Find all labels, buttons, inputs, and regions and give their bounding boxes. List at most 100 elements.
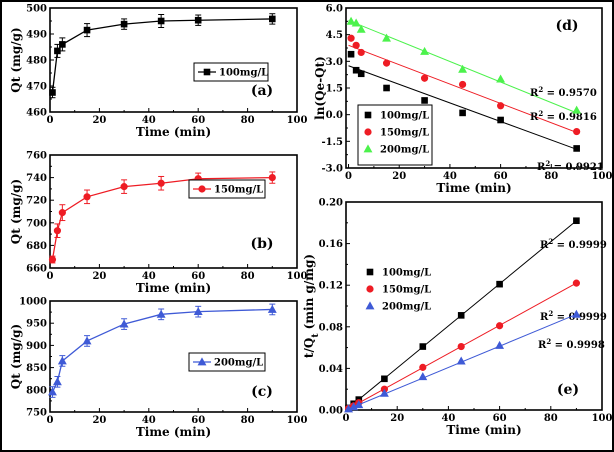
data-point — [194, 16, 202, 24]
y-tick-label: 500 — [26, 4, 47, 15]
data-point — [119, 319, 129, 328]
r2-label-r: R — [537, 162, 546, 173]
data-point — [420, 46, 430, 55]
y-axis-label-main: Qt (mg/g) — [9, 27, 23, 92]
data-point — [83, 26, 91, 34]
y-tick-label: -3.0 — [321, 164, 343, 175]
data-point — [352, 66, 360, 74]
x-tick-label: 100 — [287, 271, 308, 282]
legend-marker — [364, 128, 372, 136]
legend-label: 100mg/L — [382, 268, 431, 279]
panel-d: 0 20 40 60 80 100 -3.0 -1.5 0.0 1.5 3.0 4.5 6.0 Time … — [313, 4, 612, 196]
legend-marker — [364, 111, 372, 119]
r2-label-value: = 0.9570 — [543, 88, 597, 99]
data-point — [157, 17, 165, 25]
x-tick-label: 0 — [47, 271, 54, 282]
data-point — [497, 116, 504, 124]
data-point — [458, 64, 468, 73]
data-point — [357, 48, 365, 57]
x-tick-label: 100 — [592, 171, 613, 182]
y-tick-label: 680 — [26, 241, 47, 252]
x-tick-label: 80 — [544, 413, 558, 424]
y-axis-label-main: t/Q — [302, 338, 316, 358]
data-point — [48, 255, 57, 264]
y-axis-label: ln(Qe-Qt) — [313, 56, 327, 120]
y-tick-label: 0.08 — [319, 322, 343, 333]
y-axis-label-main: ln(Qe-Qt) — [313, 56, 327, 120]
y-tick-label: 4.5 — [326, 30, 343, 41]
data-point — [157, 179, 165, 187]
data-point — [156, 309, 166, 318]
data-point — [354, 400, 364, 409]
data-point — [495, 340, 505, 349]
x-tick-label: 80 — [241, 415, 255, 426]
legend: 100mg/L 150mg/L 200mg/L — [365, 268, 431, 313]
x-axis-label: Time (min) — [136, 125, 211, 139]
data-point — [382, 33, 392, 42]
data-point — [49, 89, 56, 96]
y-tick-label: 1.5 — [326, 84, 343, 95]
x-tick-label: 80 — [544, 171, 558, 182]
legend: 150mg/L — [188, 179, 266, 199]
r2-label: R2 = 0.9570 — [530, 85, 597, 100]
series-line — [51, 308, 273, 393]
data-point — [57, 356, 67, 365]
legend-marker — [366, 268, 374, 276]
legend-marker — [203, 68, 211, 76]
data-point — [58, 209, 66, 217]
data-point — [573, 217, 580, 225]
x-axis-label: Time (min) — [446, 423, 521, 437]
data-point — [82, 336, 92, 345]
x-tick-label: 20 — [92, 415, 106, 426]
r2-label-sup: 2 — [548, 237, 553, 246]
legend-label: 200mg/L — [214, 358, 263, 369]
legend: 200mg/L — [188, 352, 266, 372]
legend-marker — [365, 301, 375, 310]
data-point — [379, 388, 389, 397]
data-point — [48, 387, 57, 396]
y-tick-label: 660 — [26, 264, 47, 275]
legend: 100mg/L 150mg/L 200mg/L — [357, 104, 433, 166]
y-tick-label: 800 — [26, 385, 47, 396]
data-point — [347, 50, 355, 58]
y-tick-label: 1000 — [19, 297, 47, 308]
y-tick-label: 950 — [26, 319, 47, 330]
y-axis-label-sub: t — [311, 333, 321, 338]
r2-label-r: R — [530, 112, 539, 123]
panel-label: (c) — [251, 384, 273, 400]
y-tick-label: 740 — [26, 173, 47, 184]
data-point — [458, 80, 467, 89]
x-tick-label: 80 — [241, 115, 255, 126]
data-point — [59, 41, 66, 48]
y-tick-label: 700 — [26, 218, 47, 229]
data-point — [571, 309, 581, 318]
data-point — [267, 304, 277, 313]
panel-label: (d) — [555, 18, 578, 34]
y-tick-label: 490 — [26, 30, 47, 41]
panel-b: 0 20 40 60 80 100 660 680 700 720 740 760 Time (min)… — [9, 151, 307, 296]
data-point — [572, 105, 582, 114]
x-tick-label: 0 — [345, 171, 352, 182]
y-axis-label: Qt (mg/g) — [9, 27, 23, 92]
y-tick-label: 0.20 — [319, 198, 343, 209]
panel-label: (b) — [250, 236, 273, 252]
x-tick-label: 40 — [142, 115, 156, 126]
y-axis-label-main: Qt (mg/g) — [9, 179, 23, 244]
r2-label-r: R — [540, 312, 549, 323]
y-tick-label: 0.12 — [319, 281, 343, 292]
data-point — [418, 372, 428, 381]
panel-e: 0 20 40 60 80 100 0.00 0.04 0.08 0.12 0.16 0.20 Time… — [302, 198, 612, 438]
x-axis-label: Time (min) — [136, 281, 211, 295]
r2-label: R2 = 0.9921 — [537, 159, 604, 174]
data-point — [352, 41, 360, 49]
r2-label: R2 = 0.9998 — [538, 337, 605, 352]
data-point — [120, 183, 128, 191]
y-axis-label-main: Qt (mg/g) — [9, 324, 23, 389]
data-point — [457, 312, 465, 319]
x-axis-label: Time (min) — [436, 181, 511, 195]
x-tick-label: 20 — [92, 115, 106, 126]
x-tick-label: 0 — [343, 413, 350, 424]
x-tick-label: 60 — [191, 415, 205, 426]
r2-label-sup: 2 — [538, 85, 543, 94]
x-tick-label: 100 — [287, 415, 308, 426]
